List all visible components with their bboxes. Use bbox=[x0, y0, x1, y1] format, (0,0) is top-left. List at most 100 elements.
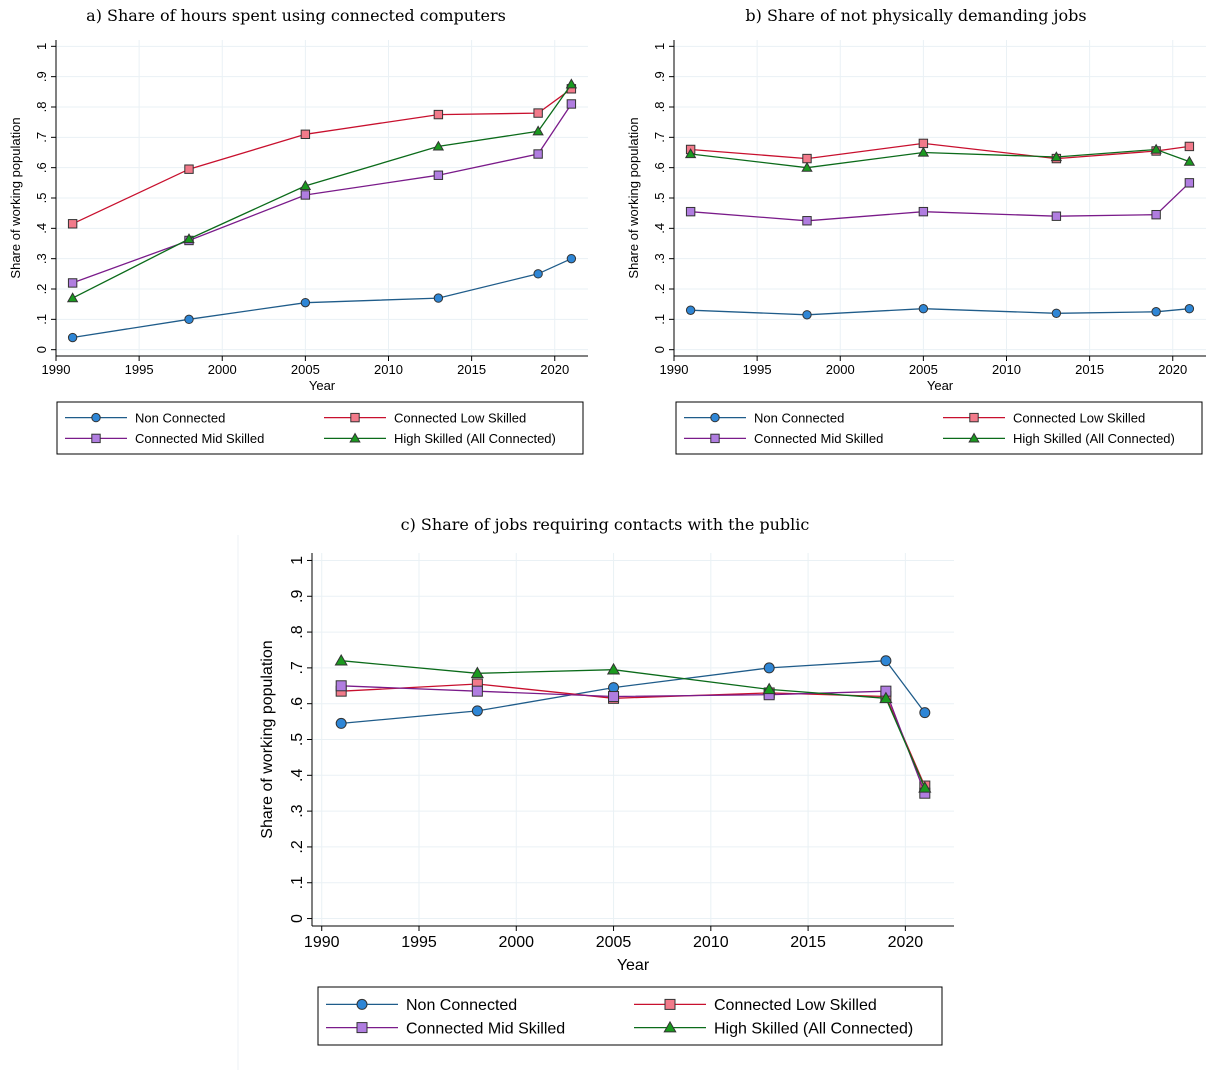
data-point-high-skilled bbox=[470, 666, 484, 679]
data-point-non-connected bbox=[880, 655, 892, 667]
y-tick-label: .9 bbox=[652, 71, 667, 82]
legend-label-high-skilled: High Skilled (All Connected) bbox=[714, 1020, 913, 1037]
legend-label-high-skilled: High Skilled (All Connected) bbox=[1013, 431, 1175, 446]
chart-panel-c: c) Share of jobs requiring contacts with… bbox=[259, 515, 954, 1046]
x-tick-label: 2010 bbox=[374, 362, 403, 377]
data-point-non-connected bbox=[763, 662, 775, 674]
data-point-connected-mid-skilled bbox=[918, 206, 929, 217]
x-tick-label: 2000 bbox=[826, 362, 855, 377]
x-tick-label: 1995 bbox=[125, 362, 154, 377]
y-tick-label: .6 bbox=[34, 162, 49, 173]
data-point-non-connected bbox=[918, 304, 929, 314]
data-point-high-skilled bbox=[66, 292, 79, 303]
legend-marker-connected-mid-skilled bbox=[356, 1022, 368, 1034]
data-point-high-skilled bbox=[532, 125, 544, 136]
legend-label-non-connected: Non Connected bbox=[135, 410, 225, 425]
data-point-connected-mid-skilled bbox=[471, 685, 483, 697]
legend-label-connected-low-skilled: Connected Low Skilled bbox=[714, 997, 877, 1014]
y-tick-label: .6 bbox=[289, 697, 306, 710]
data-point-high-skilled bbox=[299, 180, 312, 190]
data-point-non-connected bbox=[1184, 304, 1195, 314]
series-connected-low-skilled bbox=[67, 84, 577, 229]
x-tick-label: 2005 bbox=[596, 934, 632, 951]
data-point-connected-mid-skilled bbox=[533, 149, 543, 159]
legend-label-connected-mid-skilled: Connected Mid Skilled bbox=[406, 1020, 565, 1037]
y-tick-label: .2 bbox=[289, 840, 306, 853]
legend-marker-high-skilled bbox=[349, 432, 361, 443]
x-tick-label: 2020 bbox=[540, 362, 569, 377]
legend-marker-high-skilled bbox=[968, 432, 980, 443]
data-point-high-skilled bbox=[1050, 151, 1063, 162]
series-connected-mid-skilled bbox=[335, 680, 931, 799]
chart-title: a) Share of hours spent using connected … bbox=[86, 6, 506, 25]
data-point-connected-low-skilled bbox=[802, 153, 812, 164]
data-point-high-skilled bbox=[762, 682, 776, 695]
legend-marker-connected-low-skilled bbox=[969, 412, 979, 423]
data-point-non-connected bbox=[67, 332, 78, 343]
legend-marker-connected-low-skilled bbox=[664, 998, 676, 1010]
x-tick-label: 2015 bbox=[790, 934, 826, 951]
y-tick-label: .1 bbox=[652, 314, 667, 325]
y-tick-label: 1 bbox=[289, 556, 306, 565]
y-tick-label: .3 bbox=[34, 253, 49, 264]
legend-marker-high-skilled bbox=[663, 1020, 677, 1033]
x-tick-label: 2015 bbox=[457, 362, 486, 377]
y-tick-label: 0 bbox=[289, 914, 306, 923]
y-tick-label: .8 bbox=[289, 625, 306, 638]
x-tick-label: 1995 bbox=[401, 934, 437, 951]
data-point-high-skilled bbox=[334, 653, 348, 666]
data-point-connected-low-skilled bbox=[300, 129, 311, 139]
series-line-non-connected bbox=[341, 660, 926, 725]
x-tick-label: 1990 bbox=[304, 934, 340, 951]
x-tick-label: 2015 bbox=[1075, 362, 1104, 377]
data-point-non-connected bbox=[919, 707, 931, 719]
series-line-high-skilled bbox=[690, 148, 1190, 169]
data-point-non-connected bbox=[802, 310, 812, 320]
y-axis-label: Share of working population bbox=[8, 117, 23, 278]
data-point-high-skilled bbox=[879, 691, 893, 704]
data-point-connected-mid-skilled bbox=[685, 206, 696, 217]
series-non-connected bbox=[67, 253, 577, 343]
series-line-high-skilled bbox=[341, 660, 926, 789]
y-tick-label: .7 bbox=[289, 661, 306, 674]
x-axis-label: Year bbox=[927, 378, 954, 393]
y-tick-label: 0 bbox=[652, 346, 667, 353]
data-point-connected-mid-skilled bbox=[335, 680, 347, 692]
data-point-high-skilled bbox=[565, 78, 578, 89]
legend: Non Connected Connected Low Skilled Connec… bbox=[56, 401, 584, 455]
y-tick-label: .8 bbox=[34, 102, 49, 113]
y-tick-label: .5 bbox=[652, 193, 667, 204]
y-tick-label: .4 bbox=[652, 223, 667, 234]
series-high-skilled bbox=[334, 653, 932, 793]
data-point-high-skilled bbox=[801, 161, 813, 172]
y-tick-label: .7 bbox=[652, 132, 667, 143]
chart-panel-b: b) Share of not physically demanding job… bbox=[626, 6, 1206, 455]
y-tick-label: .3 bbox=[652, 253, 667, 264]
data-point-non-connected bbox=[433, 293, 444, 303]
data-point-connected-mid-skilled bbox=[433, 170, 444, 180]
legend-label-non-connected: Non Connected bbox=[406, 997, 517, 1014]
series-connected-mid-skilled bbox=[685, 178, 1195, 226]
y-tick-label: .5 bbox=[34, 193, 49, 204]
legend-marker-non-connected bbox=[710, 412, 720, 423]
y-axis-label: Share of working population bbox=[626, 117, 641, 278]
y-tick-label: 1 bbox=[652, 43, 667, 50]
legend-box bbox=[675, 401, 1203, 455]
y-tick-label: .4 bbox=[34, 223, 49, 234]
x-tick-label: 2010 bbox=[693, 934, 729, 951]
data-point-connected-mid-skilled bbox=[1151, 209, 1161, 220]
y-tick-label: .1 bbox=[289, 876, 306, 889]
series-line-connected-low-skilled bbox=[690, 142, 1190, 160]
data-point-high-skilled bbox=[1183, 155, 1196, 166]
legend-marker-connected-mid-skilled bbox=[91, 433, 101, 444]
series-line-connected-mid-skilled bbox=[341, 685, 926, 794]
y-tick-label: .8 bbox=[652, 102, 667, 113]
legend-marker-non-connected bbox=[356, 998, 368, 1010]
data-point-connected-mid-skilled bbox=[300, 190, 311, 200]
data-point-connected-mid-skilled bbox=[608, 691, 620, 703]
series-high-skilled bbox=[66, 78, 578, 303]
y-axis-label: Share of working population bbox=[259, 640, 276, 838]
x-tick-label: 2005 bbox=[291, 362, 320, 377]
x-tick-label: 2020 bbox=[888, 934, 924, 951]
